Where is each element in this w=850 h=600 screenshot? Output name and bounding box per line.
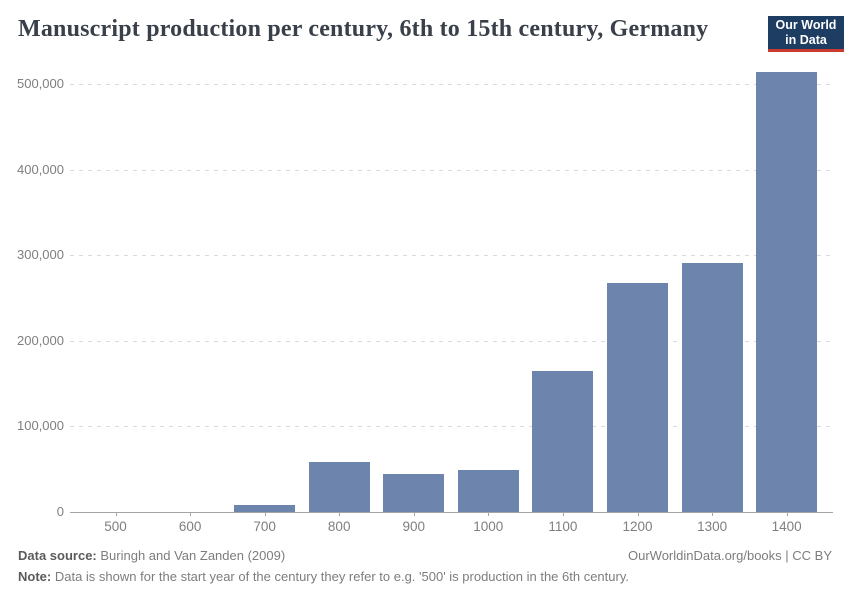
bar-700[interactable] [234, 505, 296, 512]
x-tick-label-800: 800 [327, 519, 351, 534]
bar-900[interactable] [383, 473, 445, 512]
x-tick-label-500: 500 [104, 519, 127, 534]
x-tick-label-1000: 1000 [473, 519, 504, 534]
owid-logo-line1: Our World [775, 18, 837, 32]
y-tick-label-300000: 300,000 [17, 247, 64, 262]
bar-1000[interactable] [457, 470, 519, 512]
x-tick-label-700: 700 [253, 519, 276, 534]
x-tick-mark-1200 [637, 512, 639, 516]
y-tick-label-200000: 200,000 [17, 333, 64, 348]
bar-1100[interactable] [532, 370, 594, 512]
bar-1200[interactable] [607, 282, 668, 512]
y-tick-label-500000: 500,000 [17, 76, 64, 91]
x-tick-mark-700 [264, 512, 266, 516]
chart-footer: Data source: Buringh and Van Zanden (200… [18, 548, 832, 590]
gridline-400000 [70, 170, 833, 171]
gridline-100000 [70, 426, 833, 427]
x-tick-mark-600 [190, 512, 192, 516]
data-source-line: Data source: Buringh and Van Zanden (200… [18, 548, 832, 564]
x-axis-line [70, 512, 833, 513]
credit-link[interactable]: OurWorldinData.org/books | CC BY [628, 548, 832, 563]
x-tick-label-1300: 1300 [697, 519, 728, 534]
data-source-label: Data source: [18, 548, 97, 563]
y-tick-label-100000: 100,000 [17, 418, 64, 433]
owid-logo-line2: in Data [785, 33, 827, 47]
bar-1300[interactable] [681, 262, 743, 512]
data-source-text: Buringh and Van Zanden (2009) [100, 548, 286, 563]
x-tick-mark-1000 [488, 512, 490, 516]
gridline-200000 [70, 341, 833, 342]
x-tick-mark-1300 [712, 512, 714, 516]
x-tick-mark-500 [115, 512, 117, 516]
chart-title: Manuscript production per century, 6th t… [18, 16, 709, 42]
bar-800[interactable] [308, 461, 370, 512]
owid-logo[interactable]: Our World in Data [768, 16, 844, 52]
x-tick-label-1100: 1100 [548, 519, 578, 534]
x-tick-label-900: 900 [402, 519, 426, 534]
x-tick-mark-800 [339, 512, 341, 516]
y-tick-label-0: 0 [56, 504, 64, 519]
y-tick-label-400000: 400,000 [17, 162, 64, 177]
x-tick-mark-1100 [562, 512, 564, 516]
bar-1400[interactable] [756, 72, 818, 512]
x-tick-label-1400: 1400 [771, 519, 802, 534]
x-tick-mark-900 [413, 512, 415, 516]
note-label: Note: [18, 569, 52, 584]
gridline-500000 [70, 84, 833, 85]
gridline-300000 [70, 255, 833, 256]
x-tick-mark-1400 [786, 512, 788, 516]
note-line: Note: Data is shown for the start year o… [18, 569, 832, 585]
x-tick-label-1200: 1200 [622, 519, 653, 534]
x-tick-label-600: 600 [178, 519, 202, 534]
note-text: Data is shown for the start year of the … [54, 569, 629, 584]
